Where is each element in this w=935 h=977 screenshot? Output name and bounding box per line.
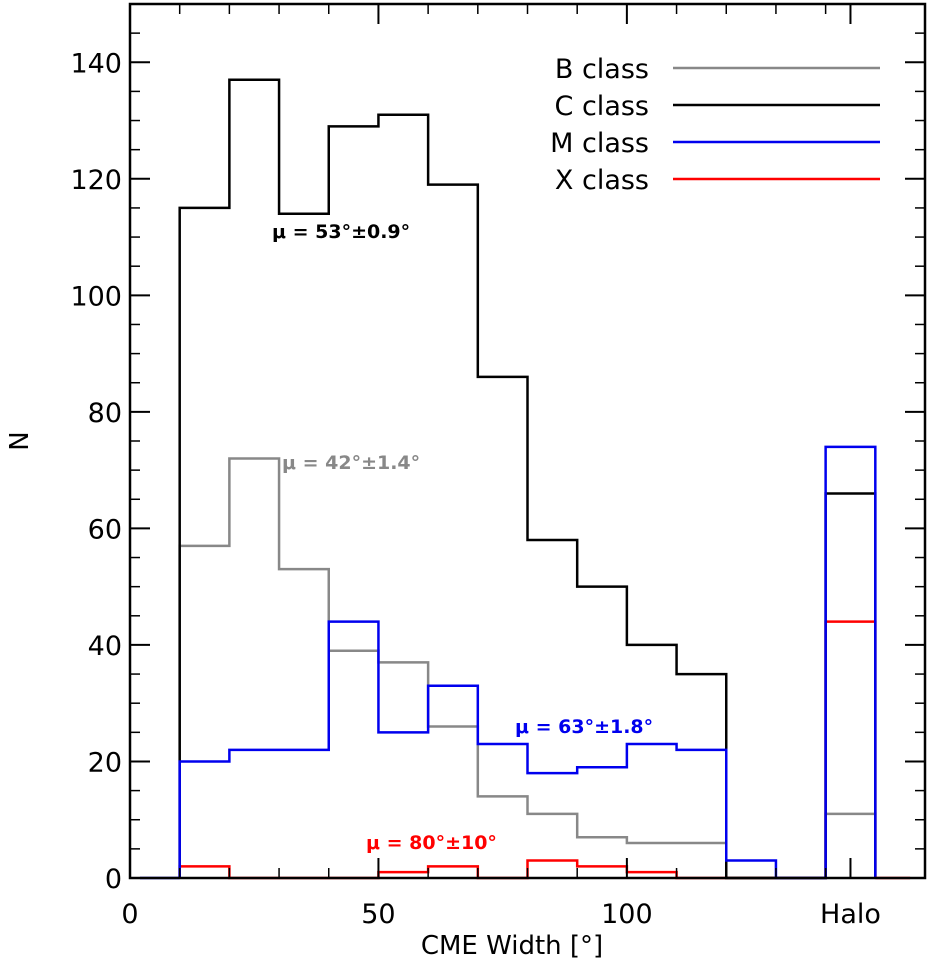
y-tick-label: 0: [105, 864, 122, 895]
bar-x-class: [577, 866, 627, 878]
bar-m-class: [478, 744, 528, 878]
bar-m-class: [180, 761, 230, 878]
step-line-m-class: [178, 445, 877, 880]
bar-m-class: [378, 732, 428, 878]
bar-c-class: [478, 377, 528, 878]
x-tick-label: Halo: [820, 899, 881, 930]
bar-b-class: [428, 727, 478, 878]
legend-label-m-class: M class: [550, 128, 649, 159]
y-tick-label: 120: [70, 165, 122, 196]
bar-c-class: [677, 674, 727, 878]
bar-x-class: [528, 861, 578, 878]
y-tick-label: 80: [88, 398, 122, 429]
legend-label-x-class: X class: [555, 165, 649, 196]
legend-label-c-class: C class: [555, 91, 649, 122]
bar-c-class: [180, 208, 230, 878]
series-layer: [139, 78, 911, 880]
x-axis-label: CME Width [°]: [421, 931, 603, 961]
annotation-c-class: μ = 53°±0.9°: [272, 221, 410, 243]
legend-label-b-class: B class: [555, 54, 649, 85]
y-tick-label: 100: [70, 281, 122, 312]
bar-c-class: [229, 80, 279, 878]
bar-m-class: [577, 767, 627, 878]
x-tick-label: 100: [601, 899, 653, 930]
bar-m-class: [528, 773, 578, 878]
y-tick-label: 20: [88, 747, 122, 778]
bar-x-class: [428, 866, 478, 878]
ticks-layer: 0 20 40 60 80 100 120 140 0 50 100 Halo: [70, 3, 926, 930]
y-tick-label: 140: [70, 48, 122, 79]
bar-m-class: [279, 750, 329, 878]
bar-b-class: [528, 814, 578, 878]
halo-bar-c-class: [826, 493, 876, 878]
bar-c-class: [279, 214, 329, 878]
legend: B class C class M class X class: [550, 54, 880, 196]
bar-m-class: [677, 750, 727, 878]
bar-b-class: [279, 569, 329, 878]
bar-b-class: [677, 843, 727, 878]
bar-b-class: [577, 837, 627, 878]
annotation-x-class: μ = 80°±10°: [366, 832, 497, 854]
bar-c-class: [528, 540, 578, 878]
annotation-m-class: μ = 63°±1.8°: [515, 716, 653, 738]
annotation-b-class: μ = 42°±1.4°: [282, 452, 420, 474]
bar-b-class: [229, 458, 279, 878]
series-m-class: [178, 445, 877, 880]
bar-x-class: [180, 866, 230, 878]
bar-b-class: [180, 546, 230, 878]
y-axis-label: N: [5, 431, 35, 450]
x-tick-label: 50: [361, 899, 395, 930]
bar-c-class: [428, 185, 478, 878]
x-tick-label: 0: [121, 899, 138, 930]
halo-bar-x-class: [826, 622, 876, 878]
y-tick-label: 60: [88, 514, 122, 545]
bar-m-class: [627, 744, 677, 878]
bar-m-class: [726, 861, 776, 878]
bar-m-class: [229, 750, 279, 878]
y-tick-label: 40: [88, 631, 122, 662]
